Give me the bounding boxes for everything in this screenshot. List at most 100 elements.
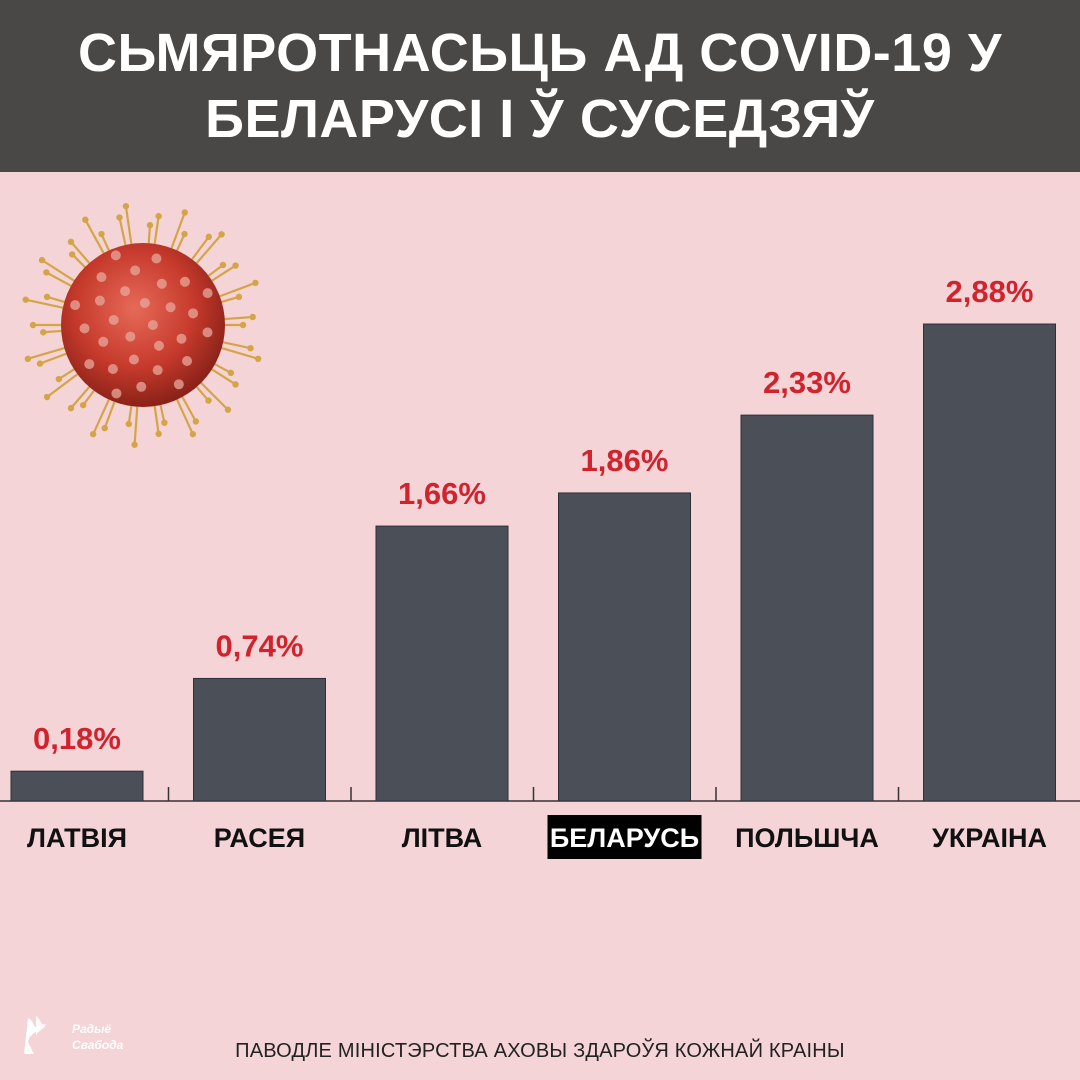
virus-spike-tip [146, 222, 154, 229]
virus-spike [192, 233, 223, 268]
virus-spike-tip [125, 420, 132, 428]
value-label-4: 1,86% [581, 443, 669, 478]
virus-bump [153, 340, 164, 351]
virus-bump [151, 253, 162, 264]
virus-bump [202, 327, 213, 338]
bar-1 [10, 770, 144, 802]
virus-spike-tip [43, 293, 51, 301]
value-label-6: 2,88% [946, 274, 1034, 309]
virus-spike-tip [232, 262, 239, 269]
virus-spike [38, 351, 72, 365]
category-label-1: ЛАТВІЯ [27, 823, 127, 853]
virus-spike-tip [40, 329, 47, 336]
virus-spike [84, 218, 107, 258]
virus-spike-tip [24, 355, 32, 363]
virus-spike [26, 345, 70, 360]
virus-bump [107, 364, 118, 375]
virus-spike [124, 205, 133, 249]
category-label-2: РАСЕЯ [214, 823, 305, 853]
virus-spike-tip [36, 360, 44, 367]
virus-spike [219, 315, 254, 321]
virus-bump [120, 286, 131, 297]
virus-spike-tip [116, 214, 123, 221]
virus-spike-tip [43, 269, 50, 276]
virus-spike-tip [82, 216, 89, 223]
category-label-4: БЕЛАРУСЬ [550, 823, 699, 853]
virus-spike-tip [254, 355, 262, 363]
virus-spike-tip [232, 381, 239, 388]
virus-spike [214, 281, 257, 299]
virus-spike-tip [67, 404, 75, 412]
virus-spike-tip [98, 230, 105, 238]
category-label-5: ПОЛЬШЧА [735, 823, 879, 853]
logo-line-2: Свабода [72, 1038, 124, 1052]
virus-spike-tip [68, 251, 76, 258]
virus-bump [84, 359, 95, 370]
virus-bump [98, 336, 109, 347]
virus-spike [216, 345, 260, 360]
highlight-label-bg [547, 815, 702, 859]
virus-spike-tip [249, 313, 256, 321]
logo-line-1: Радыё [72, 1022, 112, 1036]
virus-spike-tip [29, 321, 37, 329]
virus-spike [69, 240, 94, 268]
virus-spike [153, 215, 160, 249]
bar-4 [558, 492, 691, 802]
virus-bump [202, 288, 213, 299]
virus-spike-tip [181, 209, 188, 216]
virus-spike-tip [224, 406, 232, 413]
virus-spike-tip [22, 296, 29, 303]
virus-spike [45, 271, 76, 289]
virus-spike-tip [122, 203, 130, 210]
virus-spike [118, 216, 128, 250]
virus-spike-tip [192, 418, 200, 425]
value-label-1: 0,18% [33, 721, 121, 756]
virus-spike [69, 382, 94, 410]
virus-spike [92, 394, 112, 436]
coronavirus-icon [22, 203, 262, 448]
radio-svaboda-logo: Радыё Свабода [22, 1014, 124, 1060]
virus-bump [176, 333, 187, 344]
bar-5 [740, 414, 874, 802]
virus-spike-tip [131, 441, 138, 448]
virus-spike-tip [89, 430, 97, 438]
virus-spike [153, 401, 160, 435]
chart-title-line-2: БЕЛАРУСІ І Ў СУСЕДЗЯЎ [205, 89, 875, 149]
virus-spike-tip [43, 393, 51, 401]
virus-spike [133, 401, 139, 446]
virus-bump [79, 323, 90, 334]
virus-bump [152, 365, 163, 376]
virus-spike-tip [227, 369, 235, 377]
virus-spike [179, 392, 197, 423]
virus-spike-tip [79, 401, 87, 409]
virus-spike-tip [38, 256, 46, 264]
virus-spike-tip [161, 419, 168, 426]
bar-3 [375, 525, 509, 802]
virus-spike-tip [219, 261, 227, 269]
virus-spike-tip [247, 345, 254, 352]
virus-bump [156, 278, 167, 289]
virus-bump [70, 300, 81, 311]
virus-bump [96, 272, 107, 283]
virus-bump [136, 381, 147, 392]
virus-spike-tip [67, 238, 75, 246]
virus-bump [182, 355, 193, 366]
virus-spike [24, 298, 68, 310]
virus-spike-tip [239, 321, 247, 329]
virus-spike [169, 211, 186, 253]
virus-bump [173, 379, 184, 390]
virus-spike-tip [181, 230, 188, 238]
header-banner: СЬМЯРОТНАСЬЦЬ АД COVID-19 У БЕЛАРУСІ І Ў… [0, 0, 1080, 172]
virus-spike-tip [205, 233, 212, 241]
value-label-3: 1,66% [398, 476, 486, 511]
virus-spike-tip [155, 212, 162, 220]
virus-spike [207, 264, 237, 284]
virus-bump [188, 308, 199, 319]
microphone-flame-icon [24, 1016, 46, 1054]
virus-bump [111, 388, 122, 399]
bar-chart: 0,18% ЛАТВІЯ 0,74% РАСЕЯ 1,66% ЛІТВА 1,86% БЕЛА… [0, 274, 1080, 859]
virus-bump [147, 320, 158, 330]
virus-spike-tip [55, 375, 63, 383]
virus-bump [110, 250, 121, 261]
virus-bump [128, 354, 139, 365]
